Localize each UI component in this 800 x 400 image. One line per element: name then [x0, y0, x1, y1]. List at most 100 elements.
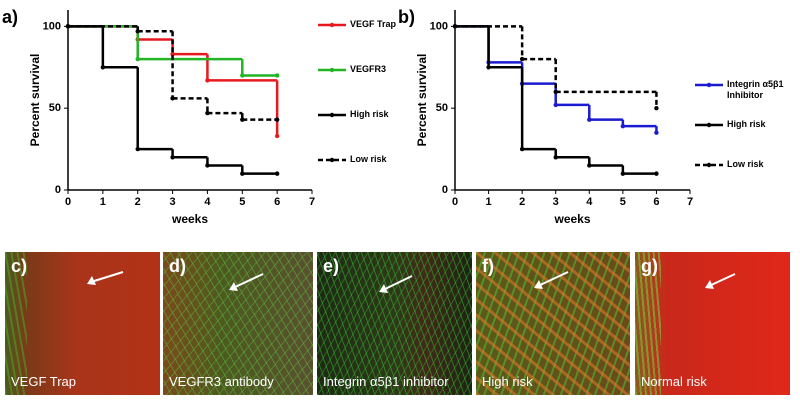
panel-label: d) [169, 256, 186, 276]
panel-label: e) [323, 256, 340, 276]
arrow-head [87, 276, 96, 285]
arrow-head [705, 280, 714, 289]
point [135, 146, 140, 152]
arrow-layer [705, 273, 736, 289]
x-tick-label: 4 [204, 196, 211, 208]
y-axis-title: Percent survival [415, 54, 429, 147]
point [519, 146, 525, 152]
arrow-layer [534, 271, 569, 289]
legend-label: Low risk [727, 159, 764, 169]
micrograph: e) Integrin α5β1 inhibitor [317, 252, 472, 395]
point [240, 73, 245, 78]
legend-label: High risk [350, 109, 389, 119]
legend-item: Low risk [350, 154, 387, 164]
point [620, 171, 626, 176]
point [654, 105, 659, 111]
legend-item: High risk [727, 119, 766, 129]
arrow [382, 275, 413, 291]
micrograph: g) Normal risk [635, 252, 790, 395]
micrograph: c) VEGF Trap [5, 252, 160, 395]
legend-item: High risk [350, 109, 389, 119]
micrograph: d) VEGFR3 antibody [163, 252, 313, 395]
panel-caption: VEGF Trap [11, 374, 77, 389]
x-tick-label: 4 [586, 196, 593, 208]
panel-label: g) [641, 256, 658, 276]
x-tick-label: 6 [653, 196, 659, 208]
micrograph: f) High risk [476, 252, 630, 395]
point [654, 130, 659, 135]
point [654, 171, 659, 176]
point [274, 171, 280, 176]
y-tick-label: 0 [442, 184, 448, 196]
legend-marker [706, 82, 712, 88]
x-axis-title: weeks [553, 212, 590, 226]
y-tick-label: 100 [430, 20, 448, 32]
x-tick-label: 5 [620, 196, 626, 208]
panel-label: c) [11, 256, 28, 276]
x-tick-label: 7 [687, 196, 693, 208]
panel-label: b) [398, 7, 415, 27]
point [519, 56, 525, 62]
legend-marker [706, 122, 712, 128]
point [587, 163, 592, 168]
point [240, 171, 245, 176]
x-tick-label: 7 [309, 196, 315, 208]
point [553, 102, 558, 108]
panel-caption: VEGFR3 antibody [169, 374, 274, 389]
y-tick-label: 100 [43, 20, 61, 32]
arrow-head [229, 282, 238, 291]
panel-caption: Integrin α5β1 inhibitor [323, 374, 449, 389]
x-axis-title: weeks [171, 212, 208, 226]
x-tick-label: 5 [239, 196, 245, 208]
y-axis-title: Percent survival [28, 54, 42, 147]
point [486, 65, 491, 70]
y-tick-label: 50 [49, 102, 61, 114]
arrow-layer [87, 271, 124, 285]
arrow [90, 271, 124, 283]
panel-caption: Normal risk [641, 374, 707, 389]
legend-label: Integrin α5β1 Inhibitor [727, 79, 784, 100]
y-tick-label: 0 [55, 184, 61, 196]
legend-item: VEGF Trap [350, 19, 397, 29]
x-tick-label: 0 [65, 196, 71, 208]
point [65, 24, 71, 29]
legend-label: High risk [727, 119, 766, 129]
point [100, 65, 106, 70]
x-tick-label: 2 [519, 196, 525, 208]
point [553, 155, 558, 160]
point [274, 133, 280, 139]
arrow-head [534, 280, 543, 289]
panel-caption: High risk [482, 374, 533, 389]
point [135, 29, 140, 34]
point [205, 110, 210, 116]
arrow [537, 271, 569, 287]
point [620, 123, 626, 129]
legend-marker [329, 67, 335, 73]
legend-marker [329, 157, 335, 163]
legend-label: VEGFR3 [350, 64, 387, 74]
x-tick-label: 6 [274, 196, 280, 208]
arrow-layer [229, 273, 264, 291]
arrow [708, 273, 736, 287]
x-tick-label: 3 [170, 196, 176, 208]
x-tick-label: 1 [486, 196, 492, 208]
x-tick-label: 2 [135, 196, 141, 208]
y-tick-label: 50 [436, 102, 448, 114]
point [553, 89, 558, 95]
legend-item: Low risk [727, 159, 764, 169]
x-tick-label: 3 [553, 196, 559, 208]
legend-label: VEGF Trap [350, 19, 397, 29]
legend-item: VEGFR3 [350, 64, 387, 74]
legend-marker [329, 22, 335, 28]
x-tick-label: 0 [452, 196, 458, 208]
point [240, 117, 245, 122]
legend-marker [706, 162, 712, 168]
point [274, 117, 280, 122]
point [452, 24, 458, 29]
point [274, 73, 280, 78]
arrow [232, 273, 264, 289]
point [205, 163, 210, 168]
legend-marker [329, 112, 335, 118]
